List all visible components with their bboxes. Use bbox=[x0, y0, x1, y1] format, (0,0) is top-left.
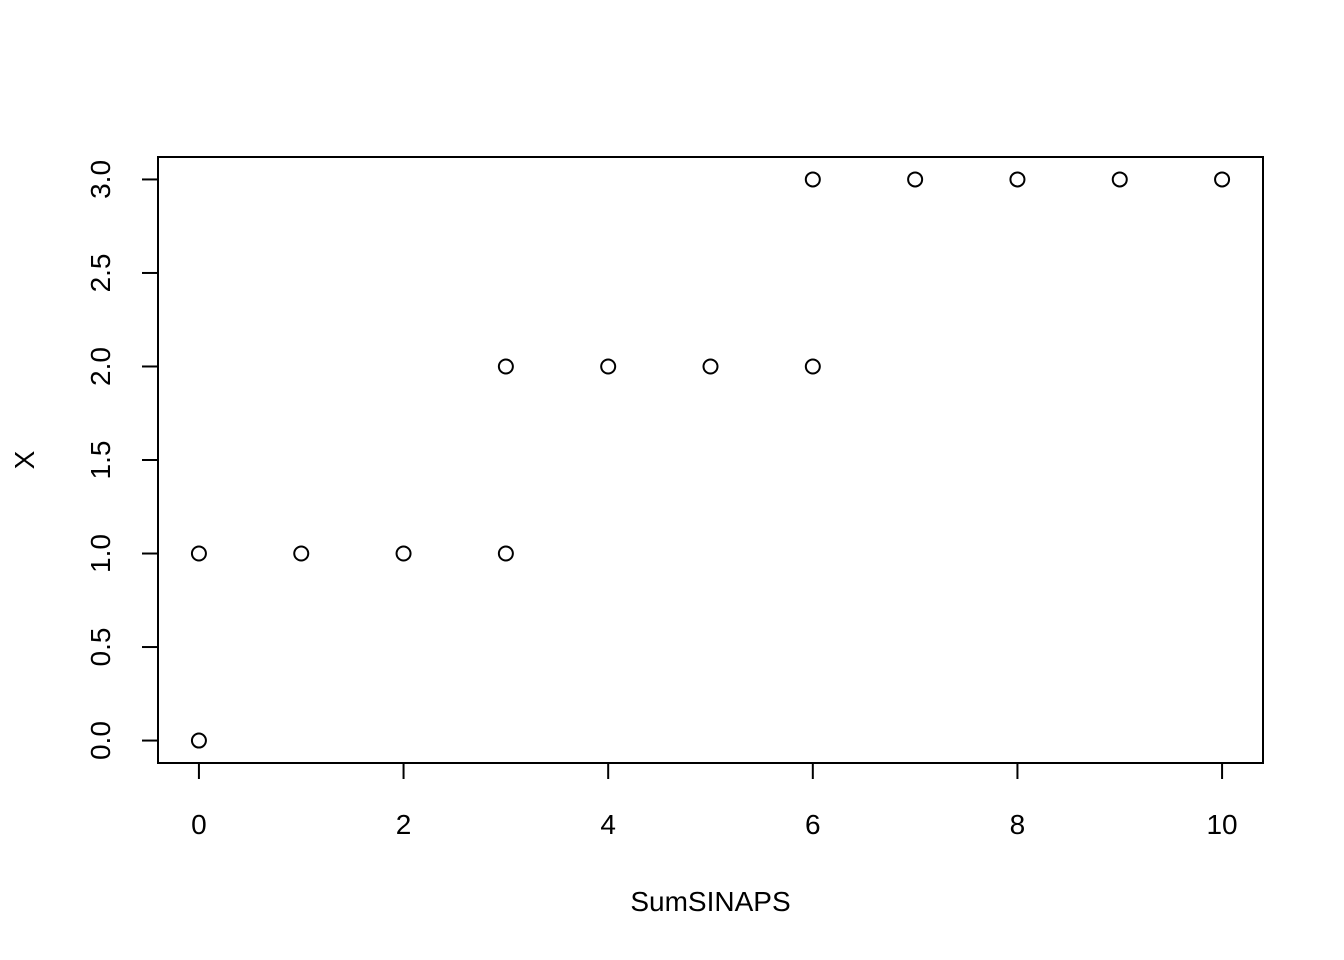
data-point bbox=[600, 358, 617, 375]
x-tick-label: 10 bbox=[1206, 809, 1237, 840]
data-point bbox=[702, 358, 719, 375]
y-tick-label: 3.0 bbox=[85, 160, 116, 199]
data-point bbox=[293, 545, 310, 562]
data-point bbox=[1111, 171, 1128, 188]
y-axis: 0.0 0.5 1.0 1.5 2.0 2.5 3.0 bbox=[85, 160, 159, 760]
y-tick-label: 1.0 bbox=[85, 534, 116, 573]
data-point bbox=[1009, 171, 1026, 188]
data-point bbox=[907, 171, 924, 188]
data-point bbox=[804, 171, 821, 188]
x-axis: 0 2 4 6 8 10 bbox=[191, 762, 1238, 840]
y-tick-label: 0.0 bbox=[85, 721, 116, 760]
data-point bbox=[497, 545, 514, 562]
data-point bbox=[497, 358, 514, 375]
y-tick-label: 1.5 bbox=[85, 441, 116, 480]
x-tick-label: 6 bbox=[805, 809, 821, 840]
data-point bbox=[804, 358, 821, 375]
points-layer bbox=[190, 171, 1231, 749]
y-tick-label: 0.5 bbox=[85, 628, 116, 667]
x-tick-label: 0 bbox=[191, 809, 207, 840]
x-tick-label: 4 bbox=[600, 809, 616, 840]
x-axis-title: SumSINAPS bbox=[630, 886, 790, 917]
x-tick-label: 8 bbox=[1010, 809, 1026, 840]
data-point bbox=[190, 732, 207, 749]
x-tick-label: 2 bbox=[396, 809, 412, 840]
y-axis-title: X bbox=[9, 450, 40, 469]
y-tick-label: 2.5 bbox=[85, 253, 116, 292]
y-tick-label: 2.0 bbox=[85, 347, 116, 386]
data-point bbox=[395, 545, 412, 562]
data-point bbox=[1214, 171, 1231, 188]
data-point bbox=[190, 545, 207, 562]
